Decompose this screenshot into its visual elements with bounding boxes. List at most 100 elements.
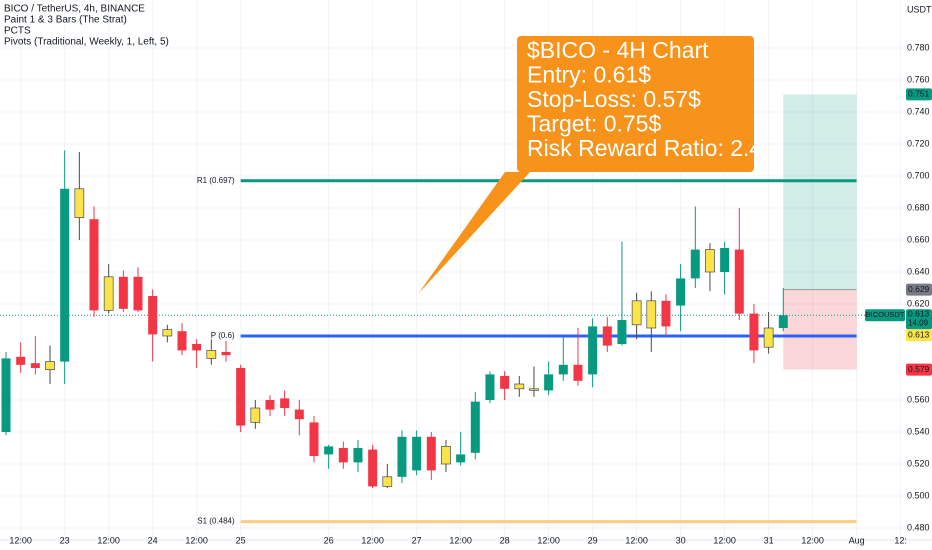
pivot-label: R1 (0.697)	[197, 176, 235, 185]
x-tick-label: 24	[148, 535, 158, 545]
candle-body	[602, 326, 612, 346]
y-tick-label: 0.540	[907, 426, 930, 436]
candle-body	[485, 374, 495, 400]
candle-body	[778, 315, 788, 328]
candle-body	[309, 422, 319, 456]
candle-body	[573, 364, 583, 381]
y-tick-label: 0.760	[907, 74, 930, 84]
candle-body	[236, 368, 246, 426]
candle-body	[720, 248, 730, 272]
candle-body	[397, 436, 407, 477]
callout-line: Target: 0.75$	[527, 111, 661, 137]
y-tick-label: 0.520	[907, 458, 930, 468]
candle-body	[250, 407, 261, 423]
candle-body	[382, 476, 393, 487]
candle-body	[353, 448, 363, 463]
y-tick-label: 0.480	[907, 522, 930, 532]
candle-body	[60, 188, 70, 362]
candle-body	[206, 350, 217, 359]
candle-body	[676, 278, 686, 306]
candle-body	[441, 446, 451, 465]
y-tick-label: 0.500	[907, 490, 930, 500]
target-zone	[783, 94, 857, 290]
candle-body	[368, 449, 378, 487]
y-tick-label: 0.780	[907, 42, 930, 52]
indicator: Paint 1 & 3 Bars (The Strat)	[4, 15, 127, 26]
symbol: BICOUSDT	[866, 310, 905, 319]
marker-price-tag	[906, 329, 932, 342]
callout-line: Entry: 0.61$	[527, 62, 651, 88]
candle-body	[749, 313, 759, 351]
y-tick-label: 0.640	[907, 266, 930, 276]
candle-body	[1, 358, 11, 432]
callout-line: Stop-Loss: 0.57$	[527, 86, 701, 112]
candle-body	[280, 398, 290, 408]
y-tick-label: 0.700	[907, 170, 930, 180]
candle-body	[734, 249, 744, 314]
x-tick-label: 12:00	[97, 535, 120, 545]
candle-body	[177, 331, 187, 351]
callout-line: Risk Reward Ratio: 2.4	[527, 135, 762, 161]
y-tick-label: 0.740	[907, 106, 930, 116]
x-tick-label: 12:00	[537, 535, 560, 545]
candle-body	[412, 436, 422, 471]
overlay: 0.780 0.760 0.740 0.720 0.700 0.680 0.660 0.640…	[9, 36, 932, 545]
pivot-label: S1 (0.484)	[197, 517, 235, 526]
x-tick-label: 27	[412, 535, 422, 545]
x-tick-label: 12:00	[713, 535, 736, 545]
candle-body	[529, 388, 539, 391]
candle-body	[338, 448, 348, 463]
x-tick-label: 12:00	[9, 535, 32, 545]
indicator: PCTS	[4, 26, 31, 37]
plot: R1 (0.697) P (0.6) S1 (0.484)	[0, 150, 905, 526]
x-tick-label: 31	[764, 535, 774, 545]
x-tick-label: 12:00	[449, 535, 472, 545]
candle-body	[705, 249, 715, 273]
candle-body	[162, 329, 173, 337]
candle-body	[558, 364, 568, 375]
callout-box	[517, 36, 754, 172]
candle-body	[118, 276, 128, 309]
candle-body	[30, 363, 40, 368]
price-label-text: 0.629	[908, 284, 930, 294]
pivot-label: P (0.6)	[211, 331, 235, 340]
symbol-tag	[865, 309, 905, 322]
candle-body	[631, 300, 642, 326]
candle-body	[456, 454, 466, 463]
x-tick-label: 12:00	[625, 535, 648, 545]
candle-body	[148, 296, 158, 335]
chart-title: BICO / TetherUS, 4h, BINANCE	[4, 4, 145, 15]
y-tick-label: 0.560	[907, 394, 930, 404]
candle-body	[324, 446, 334, 455]
candle-body	[265, 400, 275, 410]
x-tick-label: 12:00	[801, 535, 824, 545]
last-price-text: 0.613	[908, 308, 930, 318]
candle-body	[500, 376, 510, 389]
candle-body	[74, 188, 85, 218]
last-price-tag	[906, 309, 932, 330]
y-tick-label: 0.620	[907, 298, 930, 308]
candle-body	[514, 383, 525, 390]
price-label	[906, 88, 932, 101]
x-tick-label: 12:00	[185, 535, 208, 545]
candle-body	[16, 356, 26, 365]
candle-body	[690, 249, 700, 279]
x-tick-label: 12:00	[361, 535, 384, 545]
y-tick-label: 0.680	[907, 202, 930, 212]
candle-body	[89, 219, 99, 311]
x-tick-label: Aug	[849, 535, 865, 545]
candle-body	[617, 320, 627, 344]
x-tick-label: 12:	[894, 535, 907, 545]
candle-body	[588, 326, 598, 375]
candle-body	[544, 374, 554, 391]
x-tick-label: 29	[588, 535, 598, 545]
currency: USDT	[907, 4, 932, 14]
candle-body	[294, 409, 304, 420]
price-label	[906, 283, 932, 296]
candle-body	[103, 276, 114, 311]
candle-body	[661, 300, 671, 327]
price-label	[906, 363, 932, 376]
y-tick-label: 0.720	[907, 138, 930, 148]
